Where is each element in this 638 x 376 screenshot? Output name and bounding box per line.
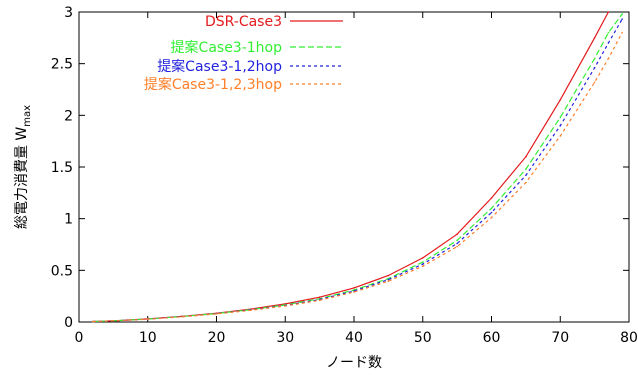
data-point <box>147 318 149 321</box>
data-point <box>607 11 610 13</box>
y-tick-label: 1 <box>64 212 73 228</box>
y-tick-label: 0.5 <box>51 263 73 279</box>
data-point <box>621 31 623 34</box>
legend: DSR-Case3 提案Case3-1hop 提案Case3-1,2hop提案Cas… <box>144 14 343 93</box>
data-point <box>456 233 458 235</box>
data-point <box>559 124 562 127</box>
y-tick-label: 3 <box>64 5 73 21</box>
series-line <box>92 18 623 323</box>
x-tick-label: 20 <box>208 330 226 346</box>
data-point <box>181 316 183 318</box>
axis-ticks <box>78 11 630 323</box>
x-tick-label: 10 <box>139 330 157 346</box>
data-point <box>621 18 623 21</box>
data-point <box>353 287 355 289</box>
data-point <box>559 135 562 137</box>
y-tick-label: 2.5 <box>51 57 73 73</box>
data-point <box>387 274 390 277</box>
x-tick-label: 50 <box>414 330 432 346</box>
legend-label: 提案Case3-1hop <box>171 39 283 56</box>
series-0 <box>92 11 610 323</box>
x-axis-label: ノード数 <box>326 355 382 371</box>
x-tick-label: 60 <box>483 330 501 346</box>
y-axis-label-subscript: max <box>22 105 33 127</box>
data-point <box>525 155 527 158</box>
y-tick-label: 2 <box>64 108 73 124</box>
data-point <box>593 37 596 39</box>
data-point <box>353 291 355 293</box>
data-point <box>422 265 424 268</box>
data-point <box>490 207 493 210</box>
data-point <box>215 313 218 315</box>
x-tick-label: 70 <box>551 330 569 346</box>
series-3 <box>92 31 623 323</box>
data-point <box>559 99 562 101</box>
legend-label: 提案Case3-1,2hop <box>157 58 282 75</box>
data-point <box>422 263 424 265</box>
data-point <box>92 320 94 323</box>
y-tick-label: 1.5 <box>51 160 73 176</box>
data-point <box>593 57 596 60</box>
data-point <box>250 309 252 312</box>
data-point <box>525 174 527 177</box>
x-tick-label: 0 <box>75 330 84 346</box>
x-tick-label: 40 <box>345 330 363 346</box>
data-point <box>525 168 527 170</box>
data-point <box>593 67 596 69</box>
data-point <box>593 81 596 84</box>
x-tick-label: 30 <box>276 330 294 346</box>
data-point <box>607 31 610 34</box>
series-lines <box>92 11 623 323</box>
data-point <box>490 197 493 199</box>
data-point <box>318 299 321 302</box>
data-point <box>422 261 424 263</box>
data-point <box>456 245 458 248</box>
y-axis-label: 総電力消費量 Wmax <box>14 105 33 229</box>
data-point <box>422 257 424 259</box>
data-point <box>607 57 610 60</box>
data-point <box>621 13 623 15</box>
series-line <box>92 13 623 323</box>
x-tick-label: 80 <box>620 330 638 346</box>
data-point <box>112 320 115 322</box>
legend-label: 提案Case3-1,2,3hop <box>144 76 282 93</box>
data-point <box>318 296 321 299</box>
tick-labels: 0 10 20 30 40 50 60 70 80 0 0.5 1 1.5 2 2.5 3 <box>51 5 638 346</box>
data-point <box>490 216 493 219</box>
data-point <box>490 211 493 214</box>
data-point <box>387 278 390 281</box>
data-point <box>607 42 610 44</box>
data-point <box>456 239 458 242</box>
data-point <box>284 305 287 307</box>
data-point <box>456 242 458 245</box>
legend-label: DSR-Case3 <box>205 14 282 30</box>
data-point <box>559 116 562 119</box>
data-point <box>525 181 527 184</box>
y-axis-label-main: 総電力消費量 W <box>14 127 30 229</box>
y-tick-label: 0 <box>64 315 73 331</box>
data-point <box>387 280 390 283</box>
